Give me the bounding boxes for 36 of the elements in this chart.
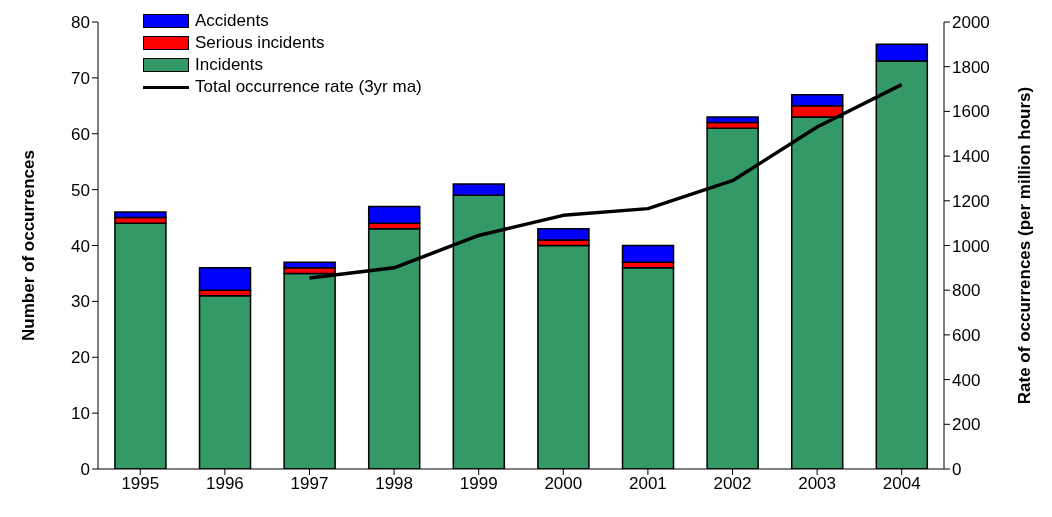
y2-tick-label: 0 [952,460,962,480]
legend-label: Serious incidents [195,33,325,53]
y-tick-label: 60 [71,124,90,144]
y2-tick-label: 1000 [952,236,990,256]
y-tick-label: 10 [71,404,90,424]
y2-tick-label: 1600 [952,102,990,122]
x-tick-label: 2003 [798,474,837,494]
x-tick-label: 2001 [628,474,667,494]
x-tick-label: 1995 [121,474,160,494]
y-tick-label: 40 [71,236,90,256]
y2-tick-label: 1400 [952,147,990,167]
x-tick-label: 2004 [882,474,921,494]
y2-tick-label: 1800 [952,57,990,77]
legend-label: Total occurrence rate (3yr ma) [195,77,422,97]
y-tick-label: 80 [71,13,90,33]
legend-label: Incidents [195,55,264,75]
x-tick-label: 1998 [375,474,414,494]
y-tick-label: 30 [71,292,90,312]
y-tick-label: 20 [71,348,90,368]
x-tick-label: 1999 [459,474,498,494]
y-axis-title: Number of occurrences [19,150,39,341]
x-tick-label: 1996 [205,474,244,494]
y2-tick-label: 1200 [952,191,990,211]
x-tick-label: 1997 [290,474,329,494]
y2-tick-label: 400 [952,370,981,390]
y-tick-label: 0 [80,460,90,480]
y2-tick-label: 200 [952,415,981,435]
y-tick-label: 50 [71,180,90,200]
legend-label: Accidents [195,11,269,31]
y-tick-label: 70 [71,68,90,88]
y2-axis-title: Rate of occurrences (per million hours) [1015,86,1035,405]
y2-tick-label: 600 [952,325,981,345]
y2-tick-label: 2000 [952,13,990,33]
y2-tick-label: 800 [952,281,981,301]
x-tick-label: 2000 [544,474,583,494]
x-tick-label: 2002 [713,474,752,494]
